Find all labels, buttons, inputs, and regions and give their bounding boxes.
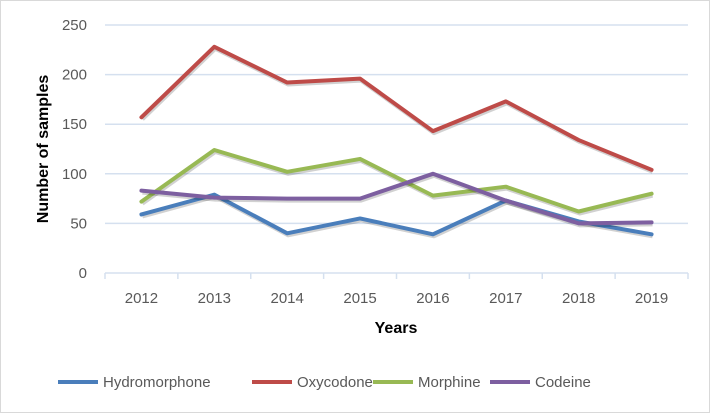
y-tick-label: 100 xyxy=(62,166,87,183)
x-tick-label: 2017 xyxy=(489,290,522,307)
x-tick-label: 2018 xyxy=(562,290,595,307)
y-tick-label: 50 xyxy=(70,215,87,232)
series-shadow xyxy=(142,152,652,214)
x-tick-label: 2014 xyxy=(271,290,304,307)
legend-label: Hydromorphone xyxy=(103,374,211,391)
series-shadow xyxy=(142,197,652,237)
y-tick-label: 250 xyxy=(62,17,87,34)
x-tick-label: 2015 xyxy=(343,290,376,307)
x-axis-title: Years xyxy=(375,320,418,337)
y-tick-label: 200 xyxy=(62,67,87,84)
x-tick-label: 2013 xyxy=(198,290,231,307)
x-tick-label: 2012 xyxy=(125,290,158,307)
series-shadow xyxy=(142,176,652,226)
series-line-codeine xyxy=(141,174,651,224)
y-axis-title: Number of samples xyxy=(35,75,52,224)
y-tick-labels: 0 50 100 150 200 250 xyxy=(62,17,87,282)
legend: Hydromorphone Oxycodone Morphine Codeine xyxy=(58,374,591,391)
legend-label: Codeine xyxy=(535,374,591,391)
y-tick-label: 150 xyxy=(62,116,87,133)
y-tick-label: 0 xyxy=(79,265,87,282)
legend-label: Oxycodone xyxy=(297,374,373,391)
x-tick-label: 2016 xyxy=(416,290,449,307)
legend-label: Morphine xyxy=(418,374,481,391)
x-axis: 2012 2013 2014 2015 2016 2017 2018 2019 xyxy=(105,273,688,307)
x-tick-label: 2019 xyxy=(635,290,668,307)
